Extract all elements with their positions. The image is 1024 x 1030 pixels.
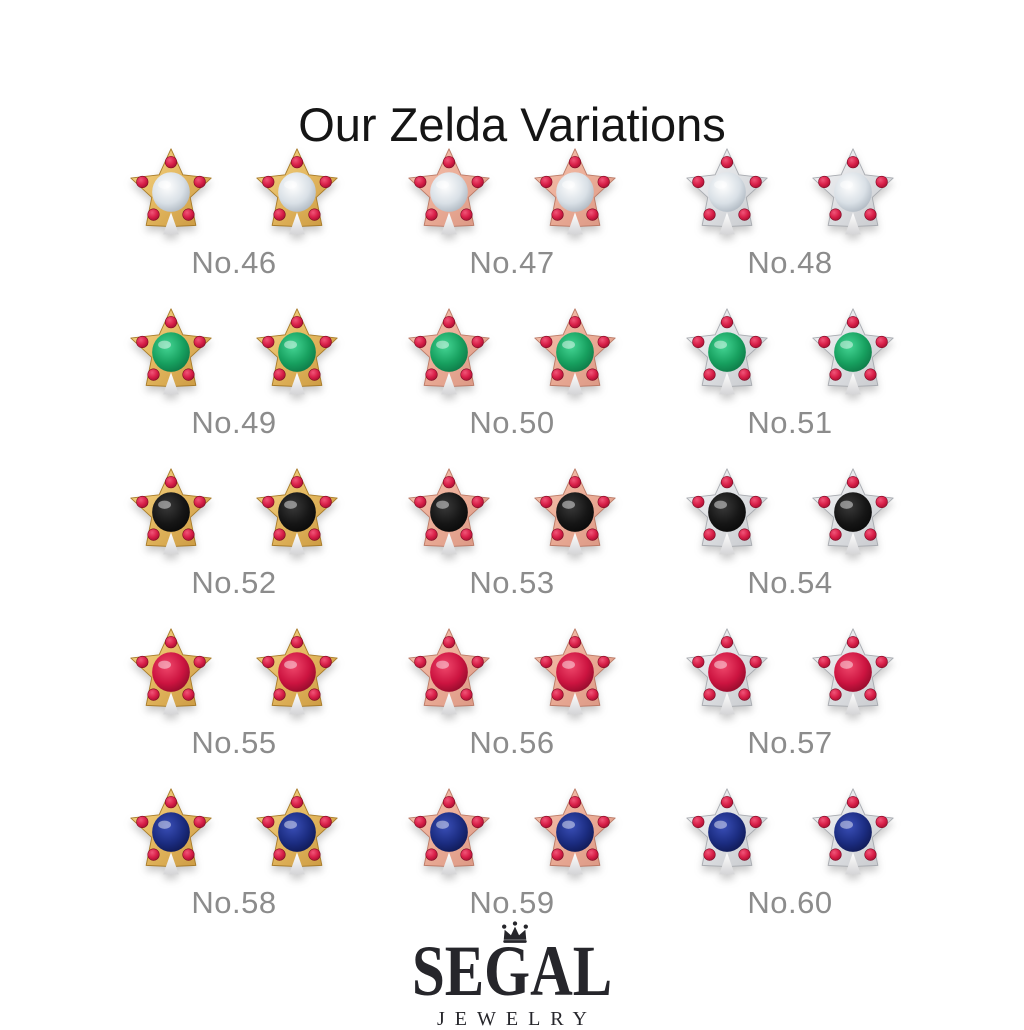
star-earring-left <box>686 308 768 395</box>
earring-pair <box>403 467 621 559</box>
star-earring-left <box>408 788 490 875</box>
product-cell: No.58 <box>95 779 373 939</box>
product-number-label: No.49 <box>191 405 277 440</box>
product-cell: No.53 <box>373 459 651 619</box>
product-number-label: No.56 <box>469 725 555 760</box>
star-earring-left <box>408 148 490 235</box>
product-number-label: No.55 <box>191 725 277 760</box>
earring-pair <box>681 787 899 879</box>
star-earring-right <box>534 788 616 875</box>
star-earring-left <box>686 148 768 235</box>
product-cell: No.48 <box>651 139 929 299</box>
product-number-label: No.53 <box>469 565 555 600</box>
star-earring-left <box>408 308 490 395</box>
earring-pair <box>403 787 621 879</box>
star-earring-right <box>812 788 894 875</box>
product-cell: No.47 <box>373 139 651 299</box>
star-earring-right <box>534 468 616 555</box>
earring-pair <box>125 147 343 239</box>
product-number-label: No.52 <box>191 565 277 600</box>
earring-pair <box>681 147 899 239</box>
product-number-label: No.48 <box>747 245 833 280</box>
product-cell: No.60 <box>651 779 929 939</box>
product-cell: No.46 <box>95 139 373 299</box>
earring-pair <box>403 627 621 719</box>
earring-pair <box>403 307 621 399</box>
star-earring-left <box>408 468 490 555</box>
crown-icon <box>502 921 528 943</box>
star-earring-left <box>686 628 768 715</box>
product-cell: No.54 <box>651 459 929 619</box>
product-number-label: No.51 <box>747 405 833 440</box>
star-earring-right <box>534 628 616 715</box>
star-earring-right <box>256 308 338 395</box>
star-earring-right <box>256 468 338 555</box>
product-number-label: No.58 <box>191 885 277 920</box>
product-number-label: No.46 <box>191 245 277 280</box>
star-earring-left <box>686 788 768 875</box>
product-number-label: No.47 <box>469 245 555 280</box>
earring-pair <box>681 627 899 719</box>
product-cell: No.49 <box>95 299 373 459</box>
product-number-label: No.60 <box>747 885 833 920</box>
brand-name: SEGAL <box>411 931 613 1011</box>
star-earring-right <box>256 628 338 715</box>
product-cell: No.55 <box>95 619 373 779</box>
product-number-label: No.54 <box>747 565 833 600</box>
earring-pair <box>681 307 899 399</box>
star-earring-left <box>130 308 212 395</box>
star-earring-right <box>812 468 894 555</box>
product-cell: No.56 <box>373 619 651 779</box>
product-cell: No.51 <box>651 299 929 459</box>
page-title: Our Zelda Variations <box>298 98 726 152</box>
product-number-label: No.57 <box>747 725 833 760</box>
star-earring-left <box>130 468 212 555</box>
earring-pair <box>125 627 343 719</box>
earring-pair <box>125 307 343 399</box>
star-earring-right <box>812 308 894 395</box>
star-earring-right <box>812 148 894 235</box>
brand-logo: SEGAL JEWELRY <box>0 920 1024 1029</box>
star-earring-right <box>812 628 894 715</box>
earring-pair <box>125 467 343 559</box>
star-earring-left <box>686 468 768 555</box>
product-cell: No.50 <box>373 299 651 459</box>
star-earring-left <box>130 788 212 875</box>
product-number-label: No.50 <box>469 405 555 440</box>
product-cell: No.59 <box>373 779 651 939</box>
star-earring-right <box>534 148 616 235</box>
star-earring-right <box>256 148 338 235</box>
star-earring-left <box>130 148 212 235</box>
product-cell: No.57 <box>651 619 929 779</box>
star-earring-left <box>408 628 490 715</box>
product-cell: No.52 <box>95 459 373 619</box>
star-earring-right <box>534 308 616 395</box>
star-earring-left <box>130 628 212 715</box>
earring-pair <box>403 147 621 239</box>
product-number-label: No.59 <box>469 885 555 920</box>
product-grid: No.46 <box>95 139 929 939</box>
earring-pair <box>125 787 343 879</box>
earring-pair <box>681 467 899 559</box>
brand-tagline: JEWELRY <box>437 1008 597 1030</box>
star-earring-right <box>256 788 338 875</box>
